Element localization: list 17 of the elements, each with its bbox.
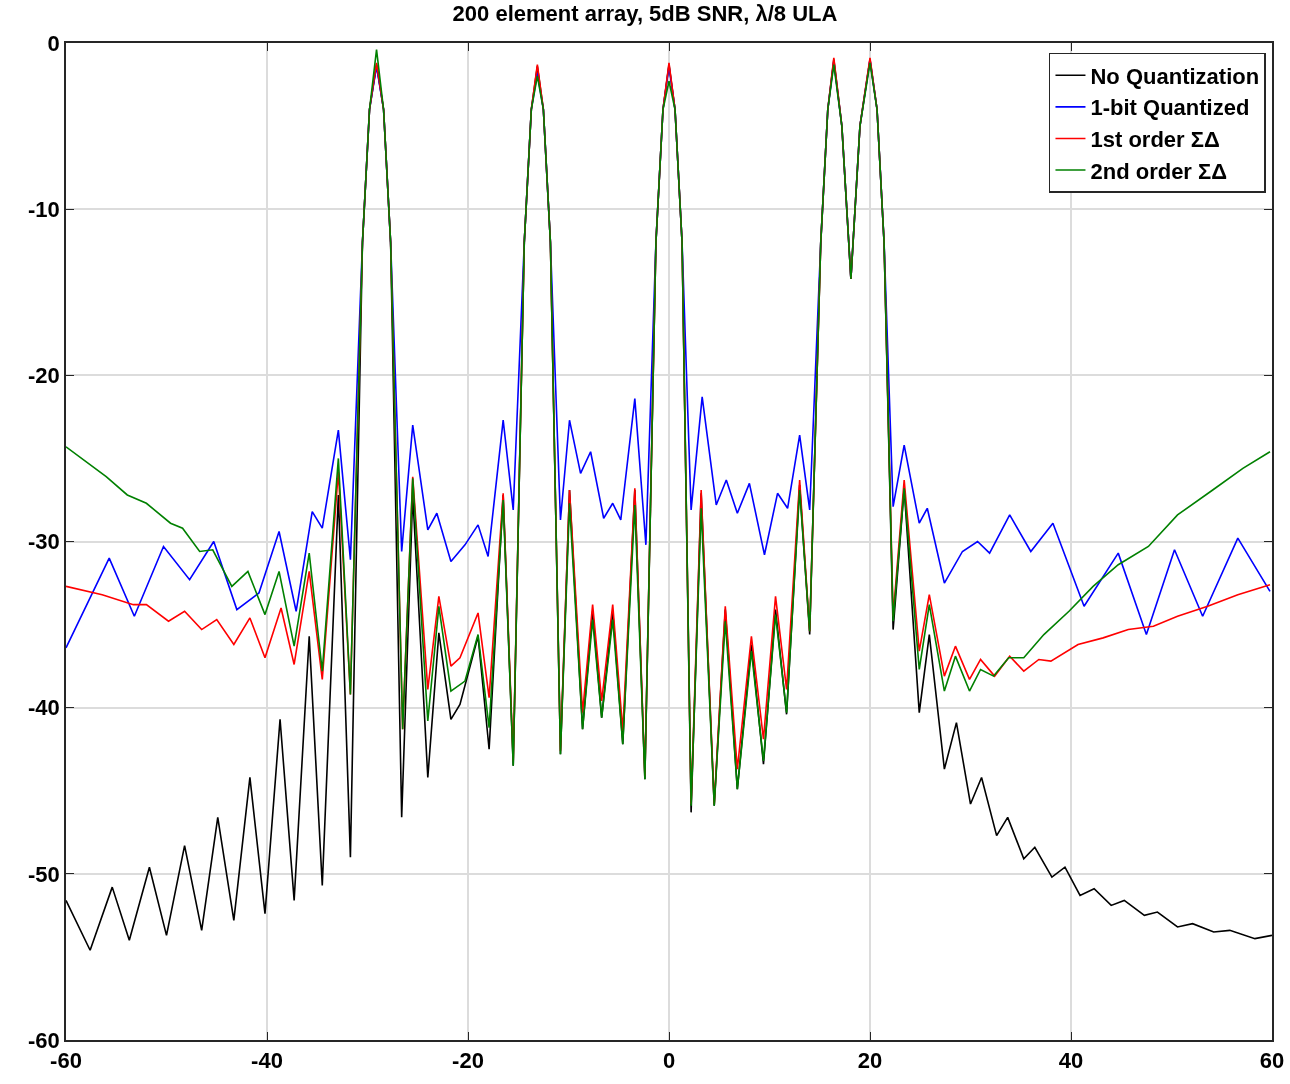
legend-label: No Quantization bbox=[1090, 63, 1260, 89]
x-tick-label: -20 bbox=[452, 1048, 484, 1074]
y-tick-label: -30 bbox=[28, 529, 60, 555]
legend-label: 2nd order ΣΔ bbox=[1090, 158, 1228, 184]
y-tick-label: -10 bbox=[28, 196, 60, 222]
y-tick-label: -40 bbox=[28, 695, 60, 721]
chart-title: 200 element array, 5dB SNR, λ/8 ULA bbox=[452, 0, 838, 26]
legend-label: 1st order ΣΔ bbox=[1090, 127, 1220, 153]
y-tick-label: -50 bbox=[28, 861, 60, 887]
x-tick-label: 0 bbox=[662, 1048, 676, 1074]
y-tick-label: 0 bbox=[47, 30, 60, 56]
y-tick-label: -20 bbox=[28, 363, 60, 389]
x-tick-label: -40 bbox=[251, 1048, 283, 1074]
legend-label: 1-bit Quantized bbox=[1090, 95, 1250, 121]
x-tick-label: 20 bbox=[857, 1048, 883, 1074]
x-tick-label: 60 bbox=[1259, 1048, 1285, 1074]
x-tick-label: 40 bbox=[1058, 1048, 1084, 1074]
